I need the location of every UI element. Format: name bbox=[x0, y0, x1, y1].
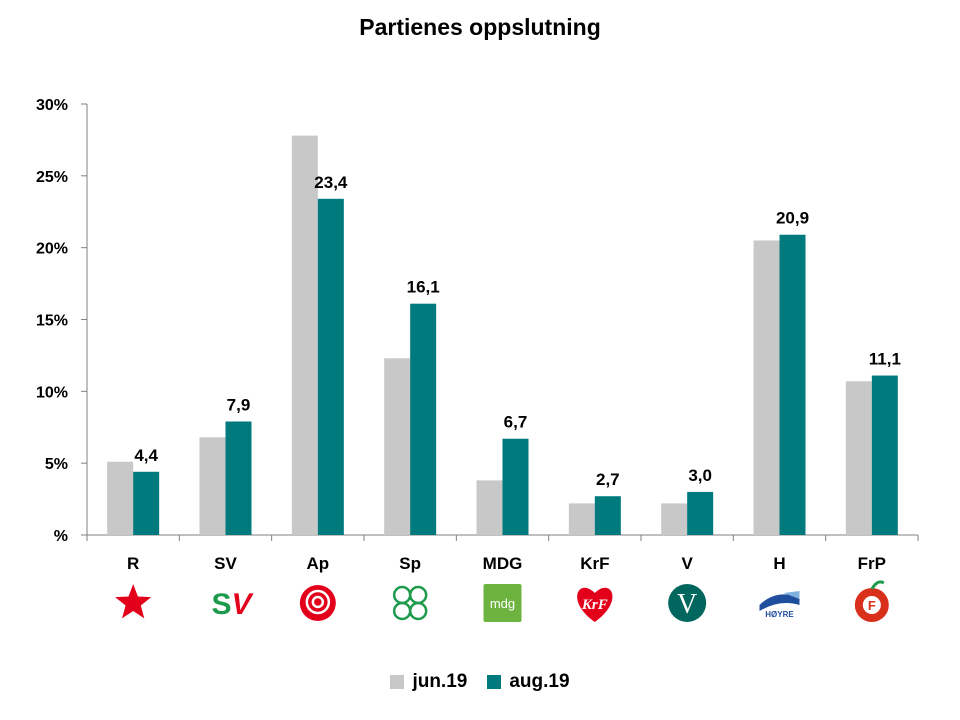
legend-label-jun19: jun.19 bbox=[412, 671, 468, 692]
bar-jun.19 bbox=[291, 135, 318, 535]
bar-aug.19 bbox=[687, 491, 714, 535]
svg-text:V: V bbox=[677, 589, 697, 620]
category-label: Sp bbox=[399, 554, 421, 573]
bar-jun.19 bbox=[107, 461, 134, 535]
svg-text:F: F bbox=[868, 598, 876, 613]
y-tick-label: % bbox=[54, 528, 68, 545]
bar-jun.19 bbox=[753, 240, 780, 535]
bar-aug.19 bbox=[317, 198, 344, 535]
data-label: 23,4 bbox=[314, 173, 348, 192]
bar-jun.19 bbox=[661, 503, 688, 535]
hoyre-logo: HØYRE bbox=[759, 591, 800, 619]
mdg-logo: mdg bbox=[483, 584, 522, 622]
data-label: 11,1 bbox=[869, 350, 901, 369]
chart-title: Partienes oppslutning bbox=[359, 14, 601, 40]
v-logo: V bbox=[668, 584, 707, 622]
data-label: 4,4 bbox=[134, 446, 158, 465]
category-label: H bbox=[773, 554, 785, 573]
bar-aug.19 bbox=[779, 234, 806, 535]
data-label: 2,7 bbox=[596, 470, 620, 489]
svg-text:KrF: KrF bbox=[581, 597, 608, 613]
bar-jun.19 bbox=[476, 480, 503, 535]
category-label: Ap bbox=[306, 554, 329, 573]
svg-text:mdg: mdg bbox=[490, 596, 515, 611]
bar-aug.19 bbox=[225, 421, 252, 535]
y-tick-label: 30% bbox=[36, 97, 68, 114]
sv-logo: SV bbox=[211, 588, 255, 621]
category-label: KrF bbox=[580, 554, 609, 573]
legend: jun.19 aug.19 bbox=[0, 671, 960, 693]
bar-aug.19 bbox=[871, 375, 898, 535]
data-label: 7,9 bbox=[227, 396, 251, 415]
data-label: 20,9 bbox=[776, 209, 809, 228]
category-label: FrP bbox=[858, 554, 886, 573]
data-label: 3,0 bbox=[688, 466, 712, 485]
bar-aug.19 bbox=[594, 496, 621, 535]
legend-swatch-jun19 bbox=[390, 675, 405, 689]
category-label: V bbox=[681, 554, 693, 573]
y-tick-label: 10% bbox=[36, 384, 68, 401]
category-label: R bbox=[127, 554, 139, 573]
y-tick-label: 20% bbox=[36, 241, 68, 258]
legend-item-jun19: jun.19 bbox=[390, 671, 467, 693]
ap-rose-logo bbox=[299, 585, 336, 621]
r-star-logo bbox=[115, 584, 152, 619]
frp-apple-logo: F bbox=[854, 580, 889, 622]
sp-clover-logo bbox=[392, 585, 428, 621]
svg-text:S: S bbox=[211, 588, 231, 621]
y-tick-label: 15% bbox=[36, 313, 68, 330]
bar-aug.19 bbox=[410, 303, 437, 535]
bar-jun.19 bbox=[568, 503, 595, 535]
bar-aug.19 bbox=[502, 438, 529, 535]
bar-jun.19 bbox=[199, 437, 226, 535]
data-label: 16,1 bbox=[407, 278, 440, 297]
bar-jun.19 bbox=[384, 358, 411, 535]
svg-text:HØYRE: HØYRE bbox=[765, 610, 794, 619]
y-tick-label: 5% bbox=[45, 456, 68, 473]
legend-swatch-aug19 bbox=[487, 675, 502, 689]
legend-label-aug19: aug.19 bbox=[509, 671, 570, 692]
svg-text:V: V bbox=[228, 588, 256, 621]
krf-heart-logo: KrF bbox=[577, 587, 613, 622]
bar-aug.19 bbox=[133, 471, 160, 535]
data-label: 6,7 bbox=[504, 413, 528, 432]
y-tick-label: 25% bbox=[36, 169, 68, 186]
bar-jun.19 bbox=[845, 381, 872, 535]
category-label: SV bbox=[214, 554, 237, 573]
legend-item-aug19: aug.19 bbox=[487, 671, 570, 693]
category-label: MDG bbox=[483, 554, 523, 573]
